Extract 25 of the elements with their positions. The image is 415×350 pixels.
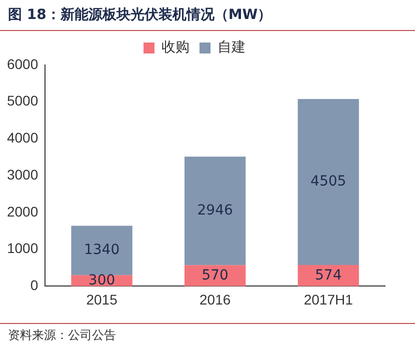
y-tick-label: 2000 — [6, 203, 38, 220]
data-label: 1340 — [84, 242, 120, 258]
y-tick-label: 5000 — [6, 92, 38, 109]
bar — [184, 156, 246, 266]
chart-title: 图 18：新能源板块光伏装机情况（MW） — [0, 0, 415, 31]
data-label: 2946 — [197, 202, 233, 219]
data-label: 570 — [202, 267, 228, 284]
data-label: 574 — [314, 267, 342, 284]
data-label: 300 — [88, 272, 116, 288]
bar — [184, 265, 246, 286]
bar — [71, 226, 132, 276]
legend-label: 自建 — [218, 40, 246, 56]
text: 资料来源：公司公告 — [0, 323, 415, 350]
y-tick-label: 0 — [30, 277, 38, 294]
x-tick-label: 2015 — [86, 291, 118, 308]
y-tick-label: 3000 — [6, 166, 38, 182]
bar — [298, 98, 359, 266]
x-tick-label: 2016 — [199, 291, 231, 308]
y-tick-label: 4000 — [6, 130, 38, 146]
legend-label: 收购 — [162, 40, 190, 56]
data-label: 4505 — [310, 174, 346, 190]
bar — [298, 265, 359, 286]
x-tick-label: 2017H1 — [304, 291, 354, 308]
y-tick-label: 1000 — [6, 240, 38, 256]
y-tick-label: 6000 — [6, 56, 38, 72]
